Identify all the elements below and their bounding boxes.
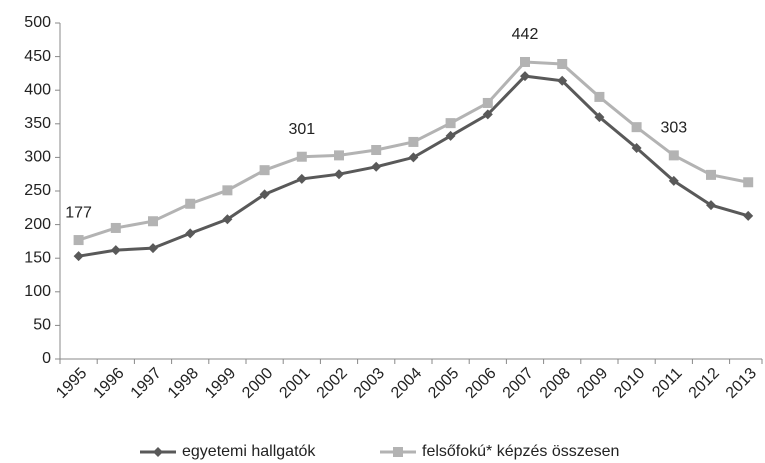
point: [153, 447, 163, 457]
x-tick-label: 2013: [723, 365, 760, 402]
x-tick-label: 2002: [314, 365, 351, 402]
point: [393, 447, 403, 457]
y-tick-label: 450: [24, 48, 51, 65]
x-tick-label: 2009: [574, 365, 611, 402]
point: [73, 235, 84, 246]
point: [706, 200, 716, 211]
point: [296, 173, 307, 184]
y-tick-label: 0: [42, 350, 51, 367]
point: [110, 222, 121, 233]
point: [743, 210, 754, 221]
x-tick-label: 2007: [500, 365, 537, 402]
point: [334, 150, 344, 161]
x-tick-label: 1999: [202, 365, 239, 402]
point: [259, 189, 270, 200]
point: [371, 145, 382, 156]
y-tick-label: 50: [33, 317, 51, 334]
point: [520, 71, 530, 82]
y-tick-label: 100: [24, 283, 51, 300]
point: [222, 185, 233, 196]
x-tick-label: 2003: [351, 365, 388, 402]
x-tick-label: 1997: [128, 365, 165, 402]
y-tick-label: 200: [24, 216, 51, 233]
point: [706, 169, 716, 180]
x-tick-label: 2005: [425, 365, 462, 402]
y-tick-label: 150: [24, 249, 51, 266]
point: [631, 122, 642, 133]
point: [445, 118, 456, 129]
legend-label: felsőfokú* képzés összesen: [422, 443, 619, 460]
point: [482, 97, 493, 108]
x-tick-label: 2001: [276, 365, 313, 402]
series-line: [78, 60, 749, 242]
y-tick-label: 250: [24, 182, 51, 199]
y-tick-label: 500: [24, 14, 51, 31]
point: [148, 243, 158, 254]
point: [408, 136, 419, 147]
x-tick-label: 2008: [537, 365, 574, 402]
x-tick-label: 2012: [686, 365, 723, 402]
point: [557, 75, 568, 86]
point: [110, 245, 121, 256]
point: [668, 150, 679, 161]
x-tick-label: 2006: [462, 365, 499, 402]
point: [445, 130, 456, 141]
data-label: 177: [65, 204, 92, 221]
point: [520, 56, 530, 67]
y-tick-label: 300: [24, 149, 51, 166]
point: [668, 175, 679, 186]
x-tick-label: 2010: [611, 365, 648, 402]
point: [73, 251, 84, 262]
data-label: 303: [660, 120, 687, 137]
point: [185, 228, 196, 239]
point: [148, 216, 158, 227]
y-tick-label: 350: [24, 115, 51, 132]
point: [482, 109, 493, 120]
x-tick-label: 2004: [388, 365, 425, 402]
point: [185, 198, 196, 209]
legend-label: egyetemi hallgatók: [182, 443, 316, 460]
series-line: [78, 74, 749, 258]
point: [334, 169, 344, 180]
data-label: 442: [512, 26, 539, 43]
point: [631, 142, 642, 153]
point: [408, 152, 419, 163]
point: [557, 58, 568, 69]
point: [743, 177, 754, 188]
y-tick-label: 400: [24, 81, 51, 98]
data-label: 301: [288, 121, 315, 138]
x-tick-label: 2000: [239, 365, 276, 402]
x-tick-label: 1998: [165, 365, 202, 402]
point: [296, 151, 307, 162]
point: [594, 112, 605, 123]
point: [259, 165, 270, 176]
point: [371, 161, 382, 172]
point: [594, 91, 605, 102]
point: [222, 214, 233, 225]
x-tick-label: 1995: [53, 365, 90, 402]
x-tick-label: 1996: [90, 365, 127, 402]
x-tick-label: 2011: [649, 365, 685, 401]
